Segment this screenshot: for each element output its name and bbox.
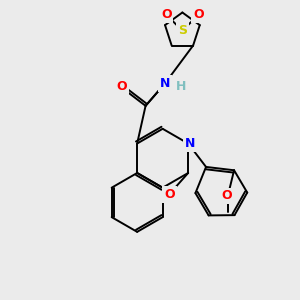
Text: O: O xyxy=(116,80,127,93)
Text: N: N xyxy=(160,77,170,90)
Text: H: H xyxy=(176,80,186,93)
Text: O: O xyxy=(164,188,175,201)
Text: O: O xyxy=(193,8,204,21)
Text: O: O xyxy=(221,189,232,203)
Text: N: N xyxy=(184,137,195,150)
Text: S: S xyxy=(178,24,187,37)
Text: O: O xyxy=(161,8,172,21)
